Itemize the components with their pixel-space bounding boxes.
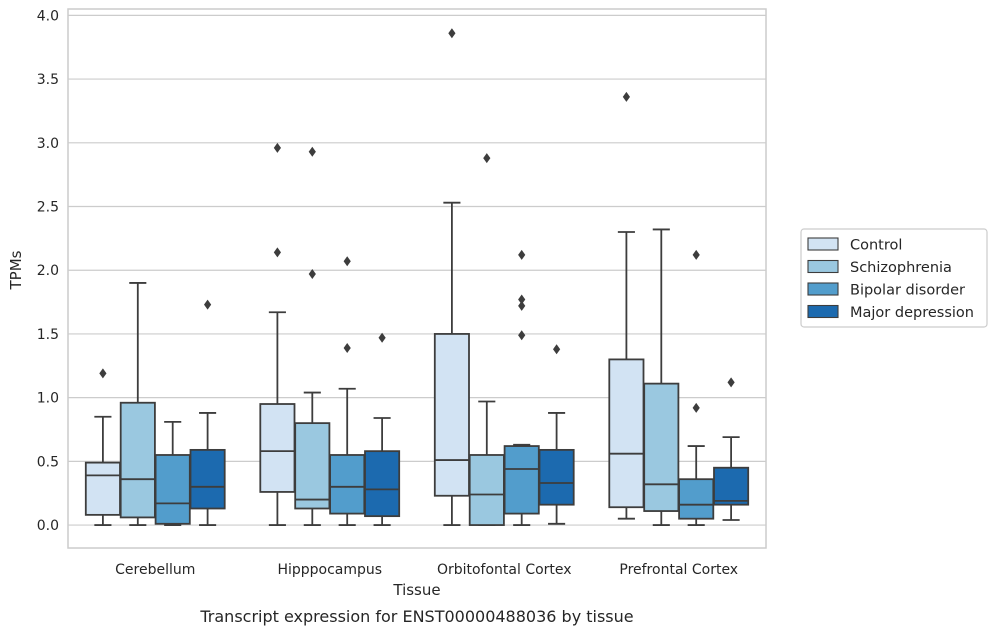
legend-swatch (807, 304, 839, 319)
series-group (154, 249, 715, 526)
legend-swatch (807, 237, 839, 251)
box-plot (468, 153, 505, 526)
legend-swatch (807, 282, 839, 296)
legend: Control Schizophrenia Bipolar disorder Majo… (800, 228, 988, 328)
x-tick-label: Orbitofontal Cortex (437, 562, 572, 578)
box-plot (154, 420, 191, 526)
y-tick-label: 0.5 (37, 454, 59, 470)
box-body (294, 422, 331, 510)
box-body (154, 454, 191, 525)
outlier-marker (518, 249, 526, 260)
outlier-marker (343, 256, 351, 267)
box-plot (538, 344, 575, 525)
outlier-marker (273, 247, 281, 258)
outlier-marker (483, 153, 491, 164)
outlier-marker (727, 377, 735, 388)
outlier-marker (273, 142, 281, 153)
y-tick-label: 1.0 (37, 391, 59, 407)
box-body (119, 401, 156, 519)
box-body (84, 461, 121, 516)
box-body (608, 358, 645, 509)
plot-frame (67, 8, 767, 549)
box-plot (433, 28, 470, 526)
box-body (643, 382, 680, 512)
outlier-marker (692, 402, 700, 413)
x-axis-ticks: Cerebellum Hipppocampus Orbitofontal Corte… (115, 562, 738, 578)
box-plot (608, 91, 645, 520)
outlier-marker (518, 294, 526, 305)
x-tick-label: Cerebellum (115, 562, 195, 578)
y-tick-label: 4.0 (37, 8, 59, 24)
box-plot (678, 249, 715, 526)
outlier-marker (622, 91, 630, 102)
box-plot (503, 249, 540, 526)
box-body (189, 448, 226, 510)
outlier-marker (308, 146, 316, 157)
outlier-marker (518, 300, 526, 311)
box-plot (364, 332, 401, 526)
outlier-marker (553, 344, 561, 355)
box-plot (84, 368, 121, 526)
box-plot (643, 228, 680, 526)
box-body (433, 333, 470, 497)
box-body (678, 478, 715, 520)
box-plot (713, 377, 750, 521)
box-body (468, 454, 505, 526)
x-axis-label: Tissue (392, 581, 440, 599)
chart-caption: Transcript expression for ENST0000048803… (199, 607, 633, 626)
y-tick-label: 3.0 (37, 136, 59, 152)
legend-label: Major depression (850, 305, 974, 321)
legend-label: Schizophrenia (850, 260, 952, 276)
series-group (84, 28, 645, 526)
x-tick-label: Hipppocampus (277, 562, 382, 578)
outlier-marker (343, 342, 351, 353)
box-body (329, 454, 366, 515)
legend-label: Control (850, 238, 902, 254)
y-tick-label: 2.5 (37, 200, 59, 216)
y-tick-label: 3.5 (37, 72, 59, 88)
box-body (503, 445, 540, 515)
plot-border (67, 8, 767, 549)
y-tick-label: 0.0 (37, 518, 59, 534)
box-body (713, 466, 750, 506)
y-axis-label: TPMs (7, 250, 25, 290)
series-group (119, 146, 680, 526)
outlier-marker (204, 299, 212, 310)
box-plot (119, 282, 156, 526)
outlier-marker (99, 368, 107, 379)
x-tick-label: Prefrontal Cortex (619, 562, 738, 578)
legend-label: Bipolar disorder (850, 283, 965, 299)
outlier-marker (448, 28, 456, 39)
y-axis-ticks: 0.0 0.5 1.0 1.5 2.0 2.5 3.0 3.5 4.0 (37, 8, 59, 534)
legend-frame (800, 228, 988, 328)
y-tick-label: 1.5 (37, 327, 59, 343)
y-tick-label: 2.0 (37, 263, 59, 279)
box-plot (329, 256, 366, 526)
box-body (364, 450, 401, 518)
outlier-marker (518, 330, 526, 341)
box-body (259, 403, 296, 493)
legend-swatch (807, 259, 839, 274)
outlier-marker (692, 249, 700, 260)
box-body (538, 448, 575, 506)
box-groups (84, 28, 750, 526)
box-plot (294, 146, 331, 526)
series-group (189, 299, 750, 526)
outlier-marker (378, 332, 386, 343)
box-plot (189, 299, 226, 526)
outlier-marker (308, 269, 316, 280)
